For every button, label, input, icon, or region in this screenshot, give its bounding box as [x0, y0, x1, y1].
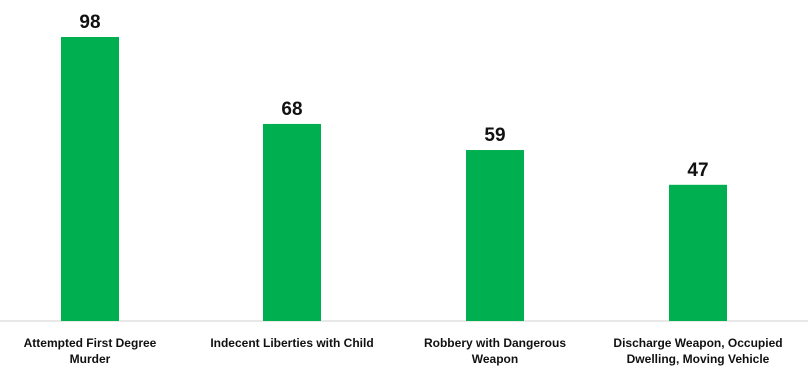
bar-value-label: 98: [79, 12, 100, 33]
category-label: Murder: [70, 352, 111, 366]
category-label: Weapon: [472, 352, 518, 366]
bar: [669, 184, 727, 321]
category-label: Attempted First Degree: [24, 336, 157, 350]
bar-value-label: 47: [687, 160, 708, 181]
category-label: Indecent Liberties with Child: [210, 336, 373, 350]
bars-layer: [61, 37, 727, 321]
category-labels-layer: Attempted First Degree Murder Indecent Lib…: [24, 336, 783, 366]
bar: [466, 150, 524, 321]
bar: [61, 37, 119, 321]
bar-value-label: 59: [484, 125, 505, 146]
value-labels-layer: 98 68 59 47: [79, 12, 708, 181]
category-label: Discharge Weapon, Occupied: [613, 336, 782, 350]
category-label: Dwelling, Moving Vehicle: [627, 352, 770, 366]
category-label: Robbery with Dangerous: [424, 336, 566, 350]
bar: [263, 123, 321, 321]
bar-value-label: 68: [281, 99, 302, 120]
